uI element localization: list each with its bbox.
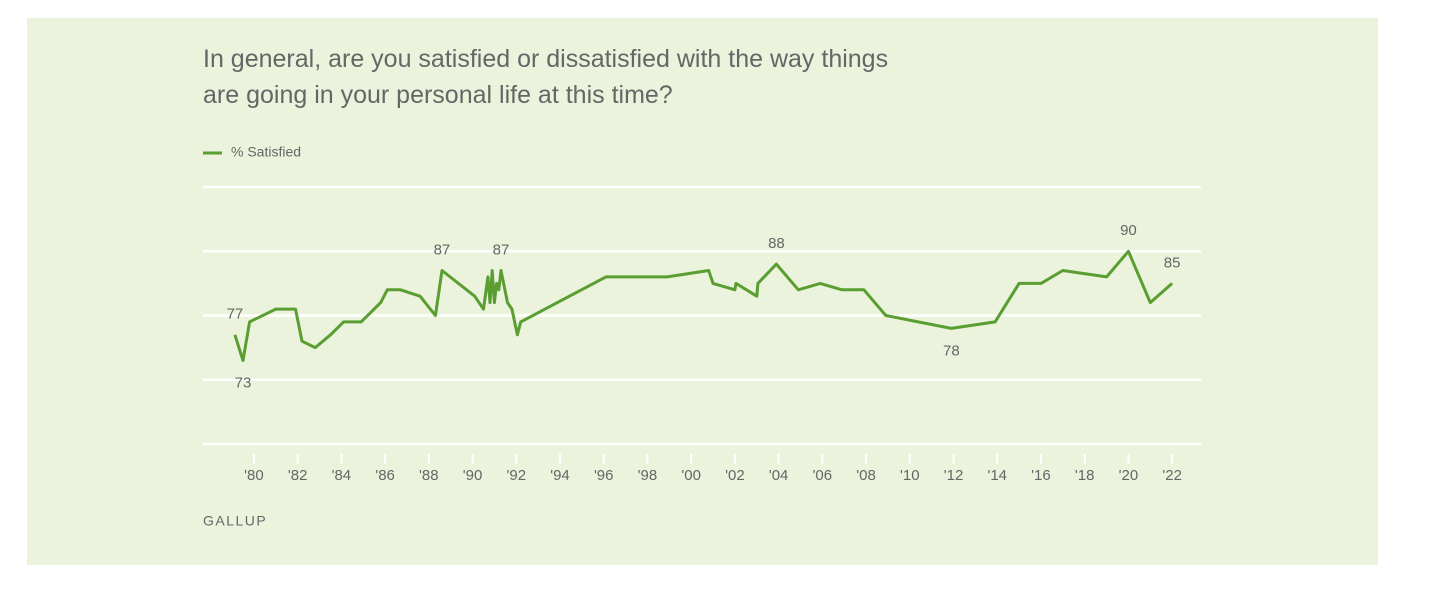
x-tick-label: '02 [725, 467, 745, 484]
x-tick-label: '90 [463, 467, 483, 484]
x-tick-label: '10 [900, 467, 920, 484]
x-tick-label: '22 [1162, 467, 1182, 484]
x-tick-label: '98 [638, 467, 658, 484]
x-tick-label: '16 [1031, 467, 1051, 484]
data-label: 78 [943, 342, 960, 359]
legend-label: % Satisfied [231, 144, 301, 160]
data-label: 73 [235, 374, 252, 391]
x-tick-label: '18 [1075, 467, 1095, 484]
x-tick-label: '00 [681, 467, 701, 484]
data-label: 77 [227, 306, 244, 323]
x-tick-label: '06 [813, 467, 833, 484]
x-tick-label: '20 [1119, 467, 1139, 484]
x-tick-label: '12 [944, 467, 964, 484]
chart-title: In general, are you satisfied or dissati… [203, 45, 888, 109]
data-label: 88 [768, 235, 785, 252]
source: GALLUP [203, 513, 267, 529]
x-tick-label: '82 [288, 467, 308, 484]
line [233, 249, 1174, 362]
panel [27, 18, 1378, 565]
x-tick-label: '92 [507, 467, 527, 484]
x-tick-label: '14 [987, 467, 1007, 484]
x-tick-label: '08 [856, 467, 876, 484]
data-label: 90 [1120, 222, 1137, 239]
x-tick-label: '80 [244, 467, 264, 484]
x-tick-label: '96 [594, 467, 614, 484]
x-tick-label: '86 [375, 467, 395, 484]
data-label: 87 [434, 241, 451, 258]
x-tick-label: '04 [769, 467, 789, 484]
data-label: 85 [1164, 254, 1181, 271]
x-tick-label: '84 [332, 467, 352, 484]
data-label: 87 [493, 241, 510, 258]
x-tick-label: '94 [550, 467, 570, 484]
x-tick-label: '88 [419, 467, 439, 484]
